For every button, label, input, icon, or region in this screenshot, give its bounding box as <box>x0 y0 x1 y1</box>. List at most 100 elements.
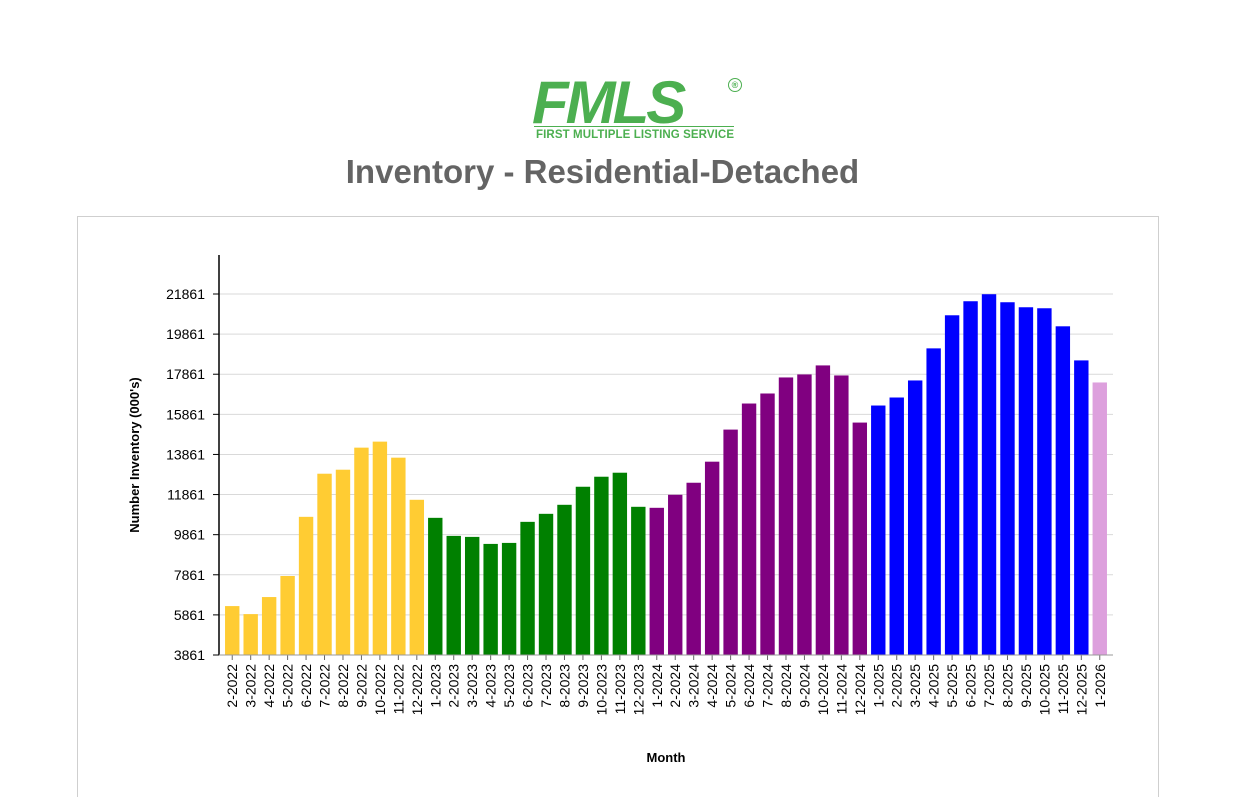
x-tick-label: 10-2025 <box>1036 664 1052 716</box>
bar-6-2025 <box>963 301 978 655</box>
bar-5-2025 <box>944 315 960 655</box>
bar-6-2023 <box>520 521 535 655</box>
x-tick-label: 7-2023 <box>538 664 554 708</box>
bar-12-2024 <box>852 422 868 655</box>
bar-5-2023 <box>501 542 517 655</box>
x-tick-label: 11-2024 <box>833 664 849 715</box>
x-tick-label: 12-2022 <box>409 664 425 716</box>
bar-10-2023 <box>594 476 609 655</box>
bar-11-2024 <box>834 375 849 655</box>
x-tick-label: 5-2023 <box>501 664 517 708</box>
y-tick-label: 13861 <box>166 446 205 462</box>
bar-8-2025 <box>1000 302 1015 655</box>
x-tick-label: 4-2023 <box>483 664 499 708</box>
y-tick-label: 5861 <box>174 607 205 623</box>
bar-2-2023 <box>446 535 461 655</box>
bar-2-2022 <box>225 606 240 655</box>
x-tick-label: 9-2023 <box>575 664 591 708</box>
x-tick-label: 7-2024 <box>760 664 776 708</box>
bar-4-2022 <box>261 597 277 655</box>
bar-3-2022 <box>243 614 258 655</box>
bar-7-2025 <box>981 294 997 655</box>
x-tick-label: 10-2024 <box>815 664 831 716</box>
x-tick-label: 8-2023 <box>556 664 572 708</box>
bar-6-2022 <box>298 516 314 655</box>
bar-9-2022 <box>354 447 369 655</box>
bar-11-2025 <box>1055 326 1071 655</box>
bar-5-2024 <box>723 429 738 655</box>
bar-8-2024 <box>778 377 794 655</box>
bar-6-2024 <box>741 403 757 655</box>
x-tick-label: 4-2024 <box>704 664 720 708</box>
bar-2-2024 <box>668 494 683 655</box>
x-tick-label: 3-2024 <box>686 664 702 708</box>
gridlines <box>219 293 1113 616</box>
x-tick-label: 1-2026 <box>1092 664 1108 708</box>
x-tick-label: 6-2022 <box>298 664 314 708</box>
x-tick-label: 2-2023 <box>446 664 462 708</box>
bar-9-2025 <box>1018 307 1034 655</box>
x-tick-label: 9-2022 <box>353 664 369 708</box>
bar-3-2023 <box>464 536 480 655</box>
logo-wordmark: FMLS <box>532 69 686 136</box>
bar-9-2024 <box>797 374 812 655</box>
bar-3-2024 <box>686 482 701 655</box>
y-tick-labels: 3861 5861 7861 9861 11861 13861 15861 17861 1986… <box>166 286 219 663</box>
x-tick-labels: 2-2022 3-2022 4-2022 5-2022 6-2022 7-2022 8-20… <box>224 655 1108 715</box>
y-tick-label: 15861 <box>166 406 205 422</box>
x-tick-label: 1-2023 <box>427 664 443 708</box>
x-tick-label: 4-2022 <box>261 664 277 708</box>
logo-subtitle: FIRST MULTIPLE LISTING SERVICE <box>536 129 735 141</box>
x-tick-label: 5-2024 <box>723 664 739 708</box>
bar-12-2025 <box>1074 360 1089 655</box>
x-axis-title: Month <box>647 750 686 765</box>
x-tick-label: 7-2022 <box>317 664 333 708</box>
bar-10-2022 <box>372 441 388 655</box>
registered-mark: ® <box>728 78 742 92</box>
y-tick-label: 11861 <box>167 487 205 503</box>
x-tick-label: 12-2023 <box>630 664 646 716</box>
x-tick-label: 2-2022 <box>224 664 240 708</box>
chart-frame <box>77 216 1159 797</box>
x-tick-label: 1-2025 <box>870 664 886 708</box>
x-tick-label: 11-2023 <box>612 664 628 715</box>
x-tick-label: 2-2024 <box>667 664 683 708</box>
bar-1-2025 <box>871 405 886 655</box>
bar-7-2024 <box>760 393 775 655</box>
bar-2-2025 <box>889 397 904 655</box>
bar-7-2023 <box>538 513 554 655</box>
y-tick-label: 9861 <box>174 527 205 543</box>
bar-11-2022 <box>391 457 406 655</box>
bar-5-2022 <box>280 576 295 655</box>
y-tick-label: 21861 <box>166 286 205 302</box>
bars <box>225 294 1107 655</box>
bar-3-2025 <box>907 380 923 655</box>
x-tick-label: 1-2024 <box>649 664 665 708</box>
x-tick-label: 8-2025 <box>999 664 1015 708</box>
logo-rule <box>534 126 734 127</box>
x-tick-label: 11-2025 <box>1055 664 1071 715</box>
x-tick-label: 10-2022 <box>372 664 388 716</box>
bar-10-2025 <box>1037 308 1052 655</box>
bar-8-2022 <box>335 469 351 655</box>
x-tick-label: 12-2025 <box>1073 664 1089 716</box>
page-title: Inventory - Residential-Detached <box>345 153 860 190</box>
bar-4-2025 <box>926 348 941 655</box>
bar-4-2023 <box>483 543 498 655</box>
bar-12-2022 <box>409 499 425 655</box>
x-tick-label: 6-2023 <box>520 664 536 708</box>
x-tick-label: 9-2025 <box>1018 664 1034 708</box>
x-tick-label: 5-2025 <box>944 664 960 708</box>
x-tick-label: 9-2024 <box>796 664 812 708</box>
fmls-logo: FMLS ® FIRST MULTIPLE LISTING SERVICE <box>530 69 750 148</box>
bar-7-2022 <box>317 473 332 655</box>
x-tick-label: 2-2025 <box>889 664 905 708</box>
bar-9-2023 <box>575 486 591 655</box>
bar-11-2023 <box>612 472 628 655</box>
y-tick-label: 3861 <box>174 647 205 663</box>
bar-1-2024 <box>649 507 664 655</box>
bar-8-2023 <box>557 504 572 655</box>
x-tick-label: 8-2022 <box>335 664 351 708</box>
x-tick-label: 6-2025 <box>963 664 979 708</box>
